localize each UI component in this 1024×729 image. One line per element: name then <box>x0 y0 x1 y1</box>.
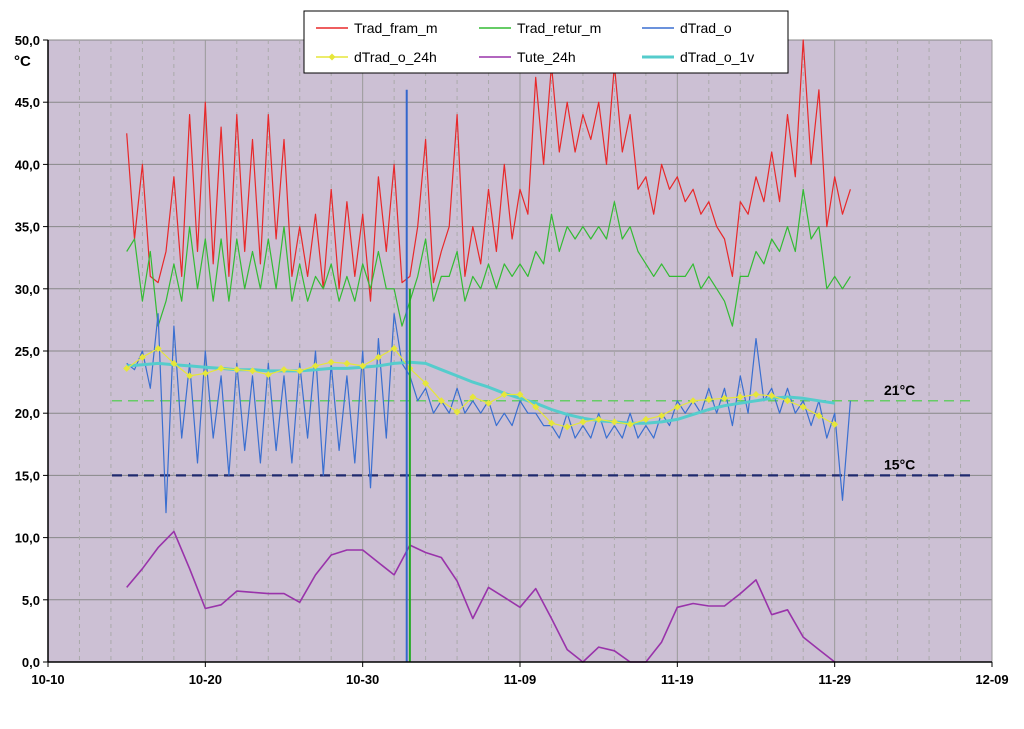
y-tick-label: 5,0 <box>22 593 40 608</box>
data-point-marker <box>359 362 367 370</box>
x-tick-label: 11-19 <box>661 672 694 687</box>
data-point-marker <box>264 371 272 379</box>
data-point-marker <box>799 403 807 411</box>
x-tick-label: 11-09 <box>504 672 537 687</box>
data-point-marker <box>610 418 618 426</box>
y-tick-label: 35,0 <box>15 220 40 235</box>
data-point-marker <box>736 393 744 401</box>
reference-line-label: 15°C <box>884 456 915 472</box>
data-point-marker <box>311 362 319 370</box>
data-point-marker <box>516 391 524 399</box>
data-point-marker <box>154 345 162 353</box>
y-tick-label: 10,0 <box>15 531 40 546</box>
data-point-marker <box>170 359 178 367</box>
data-point-marker <box>123 364 131 372</box>
y-tick-label: 0,0 <box>22 655 40 670</box>
data-point-marker <box>437 397 445 405</box>
data-point-marker <box>658 412 666 420</box>
reference-line-label: 21°C <box>884 382 915 398</box>
series-layer <box>123 39 851 663</box>
data-point-marker <box>296 367 304 375</box>
data-point-marker <box>673 403 681 411</box>
legend-label: dTrad_o <box>680 20 732 36</box>
data-point-marker <box>783 397 791 405</box>
legend-label: Trad_retur_m <box>517 20 601 36</box>
data-point-marker <box>579 418 587 426</box>
data-point-marker <box>705 396 713 404</box>
y-tick-label: 45,0 <box>15 95 40 110</box>
series-Tute_24h <box>126 530 836 663</box>
legend-label: dTrad_o_24h <box>354 49 437 65</box>
data-point-marker <box>721 394 729 402</box>
reference-lines: 21°C 15°C <box>112 382 975 477</box>
series-Trad_retur_m <box>126 188 851 327</box>
data-point-marker <box>642 415 650 423</box>
y-axis-unit-label: °C <box>14 53 31 70</box>
data-point-marker <box>249 367 257 375</box>
data-point-marker <box>138 353 146 361</box>
series-dTrad_o_24h <box>123 345 839 431</box>
data-point-marker <box>595 415 603 423</box>
x-tick-label: 10-10 <box>31 672 64 687</box>
series-Trad_fram_m <box>126 39 851 302</box>
data-point-marker <box>563 423 571 431</box>
series-line <box>126 39 851 302</box>
data-point-marker <box>689 397 697 405</box>
y-tick-label: 15,0 <box>15 468 40 483</box>
legend-label: dTrad_o_1v <box>680 49 754 65</box>
y-tick-label: 30,0 <box>15 282 40 297</box>
x-tick-label: 10-20 <box>189 672 222 687</box>
data-point-marker <box>186 372 194 380</box>
data-point-marker <box>469 393 477 401</box>
data-point-marker <box>422 379 430 387</box>
data-point-marker <box>374 353 382 361</box>
y-tick-label: 50,0 <box>15 33 40 48</box>
x-tick-label: 10-30 <box>346 672 379 687</box>
data-point-marker <box>280 366 288 374</box>
data-point-marker <box>201 369 209 377</box>
data-point-marker <box>532 403 540 411</box>
legend-label: Trad_fram_m <box>354 20 438 36</box>
x-tick-label: 12-09 <box>975 672 1008 687</box>
data-point-marker <box>500 391 508 399</box>
data-point-marker <box>343 359 351 367</box>
data-point-marker <box>217 364 225 372</box>
series-line <box>126 530 836 663</box>
data-point-marker <box>752 391 760 399</box>
axis-layer: 0,0 5,0 10,0 15,0 20,0 25,0 30,0 35,0 40,0 45,0 50… <box>15 33 1009 687</box>
data-point-marker <box>547 419 555 427</box>
y-tick-label: 20,0 <box>15 406 40 421</box>
series-line <box>126 188 851 327</box>
data-point-marker <box>626 420 634 428</box>
legend-box <box>303 10 789 74</box>
data-point-marker <box>233 366 241 374</box>
series-line <box>126 347 835 428</box>
y-tick-label: 40,0 <box>15 157 40 172</box>
data-point-marker <box>453 408 461 416</box>
legend-marker <box>328 53 336 61</box>
legend-label: Tute_24h <box>517 49 576 65</box>
data-point-marker <box>815 412 823 420</box>
data-point-marker <box>831 420 839 428</box>
x-tick-label: 11-29 <box>818 672 851 687</box>
data-point-marker <box>327 358 335 366</box>
data-point-marker <box>485 399 493 407</box>
data-point-marker <box>768 392 776 400</box>
data-point-marker <box>390 345 398 353</box>
legend: Trad_fram_m Trad_retur_m dTrad_o dTrad_o_24… <box>303 10 789 74</box>
y-tick-label: 25,0 <box>15 344 40 359</box>
